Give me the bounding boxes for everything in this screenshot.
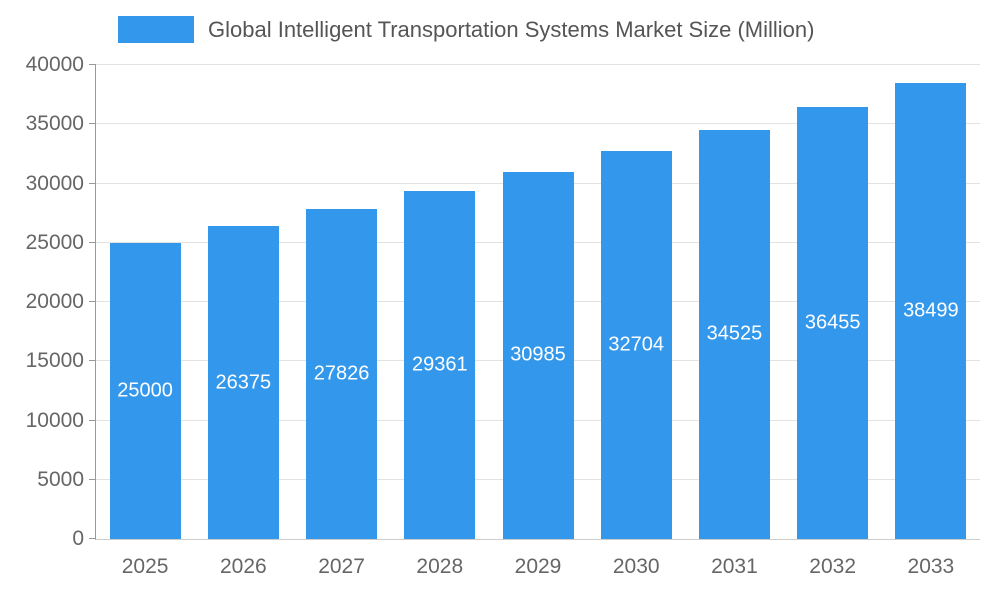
y-axis-tick [89,241,96,243]
y-axis-label: 0 [72,527,84,550]
bar-2028: 29361 [404,191,476,539]
legend-swatch [118,16,194,43]
bar-2026: 26375 [207,226,279,539]
y-axis-label: 15000 [25,349,84,373]
x-axis-label: 2032 [809,555,857,578]
bar-value-label: 29361 [411,353,468,376]
bar-2029: 30985 [502,171,574,539]
x-axis-label: 2029 [514,555,562,578]
y-axis-label: 35000 [25,112,84,136]
bar-2031: 34525 [698,129,770,539]
x-axis-label: 2028 [416,555,464,578]
bar-2032: 36455 [797,107,869,539]
chart-legend: Global Intelligent Transportation System… [118,16,814,43]
bar-2030: 32704 [600,151,672,539]
bar-value-label: 26375 [215,371,272,394]
y-axis-tick [89,538,96,539]
x-axis-label: 2033 [907,555,955,578]
y-axis-tick [89,419,96,421]
y-axis-tick [89,478,96,480]
bar-value-label: 38499 [903,299,959,322]
bar-value-label: 25000 [117,379,173,402]
x-axis-label: 2031 [711,555,758,578]
bar-2025: 25000 [109,242,181,539]
gridline [96,123,980,125]
y-axis-label: 30000 [25,171,84,195]
x-axis-label: 2030 [612,555,660,578]
y-axis-label: 10000 [25,408,84,432]
y-axis-label: 5000 [37,467,84,491]
bar-value-label: 36455 [804,311,861,334]
y-axis-label: 25000 [25,230,84,254]
bar-2027: 27826 [306,209,378,539]
x-axis-label: 2026 [219,555,267,578]
bar-value-label: 30985 [510,343,566,366]
x-axis-label: 2025 [121,555,169,578]
bar-value-label: 34525 [706,322,763,345]
y-axis-label: 40000 [25,53,84,76]
y-axis-label: 20000 [25,290,84,313]
y-axis-tick [89,301,96,302]
y-axis-tick [89,360,96,362]
bar-value-label: 27826 [313,362,370,385]
y-axis-tick [89,182,96,184]
gridline [96,64,980,65]
plot-area: 0 5000 10000 15000 20000 25000 30000 35000 40000… [26,53,980,578]
bar-value-label: 32704 [608,333,665,356]
chart-title: Global Intelligent Transportation System… [208,16,815,42]
bar-2033: 38499 [895,82,967,539]
y-axis-tick [89,123,96,125]
x-axis-label: 2027 [318,555,365,578]
y-axis-tick [89,64,96,65]
